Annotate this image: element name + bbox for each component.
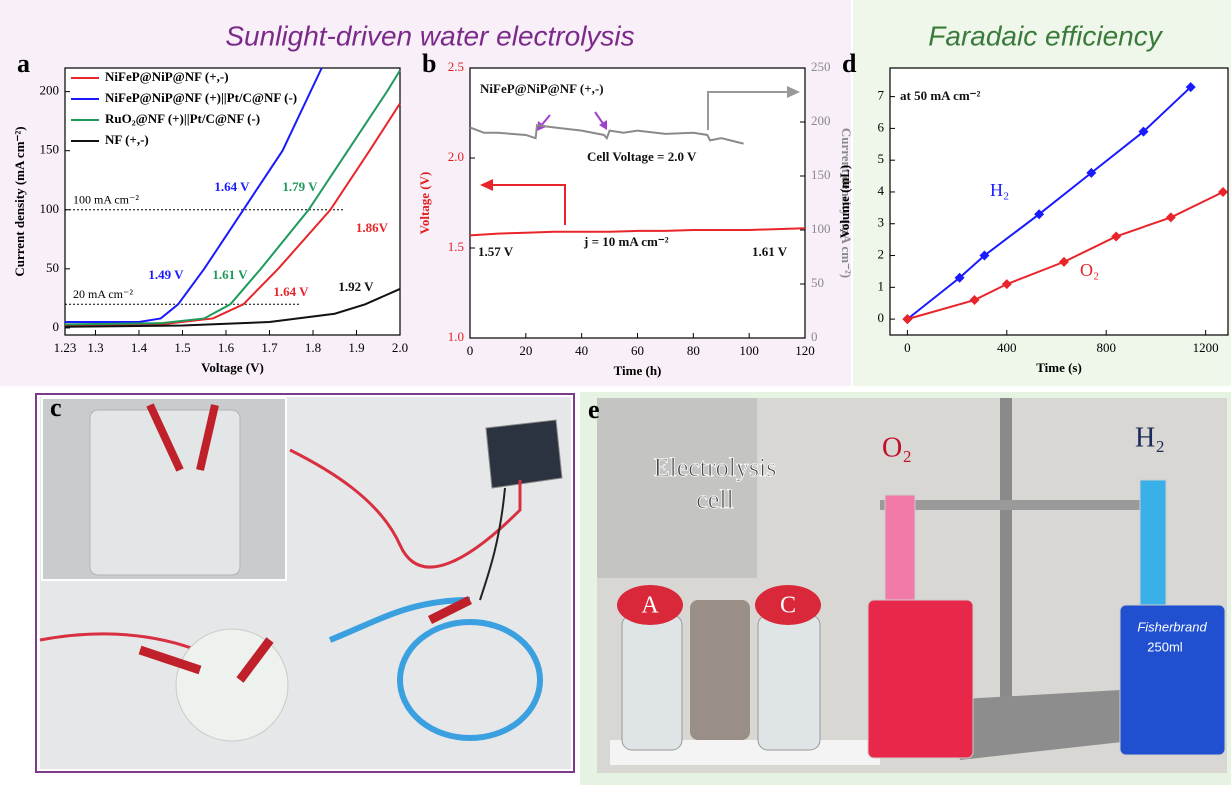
annotation: 1.57 V xyxy=(478,244,514,259)
y-tick-label: 4 xyxy=(878,183,885,198)
series-label: O₂ xyxy=(1080,260,1099,280)
y-tick-label: 50 xyxy=(46,260,59,275)
annotation: NiFeP@NiP@NF (+,-) xyxy=(480,81,604,96)
legend-label: NF (+,-) xyxy=(105,132,149,147)
bottle xyxy=(758,615,820,750)
annotation: 1.49 V xyxy=(148,267,184,282)
panel-label: c xyxy=(50,393,62,422)
y-tick-label: 100 xyxy=(40,201,60,216)
annotation: 1.86V xyxy=(356,220,389,235)
x-tick-label: 400 xyxy=(997,340,1017,355)
x-tick-label: 1.6 xyxy=(218,340,235,355)
x-tick-label: 1.4 xyxy=(131,340,148,355)
y2-tick-label: 0 xyxy=(811,329,818,344)
reference-label: 100 mA cm⁻² xyxy=(73,193,139,207)
x-axis-label: Voltage (V) xyxy=(201,360,264,375)
x-tick-label: 120 xyxy=(795,343,815,358)
y2-tick-label: 50 xyxy=(811,275,824,290)
section-title: Faradaic efficiency xyxy=(928,20,1163,51)
x-tick-label: 20 xyxy=(519,343,532,358)
x-tick-label: 1.9 xyxy=(348,340,364,355)
y-tick-label: 2.5 xyxy=(448,59,464,74)
series-label: H₂ xyxy=(990,180,1009,200)
panel-label: e xyxy=(588,395,600,424)
panel-label: d xyxy=(842,49,857,78)
cylinder xyxy=(1140,480,1166,615)
legend-label: NiFeP@NiP@NF (+)||Pt/C@NF (-) xyxy=(105,90,297,105)
y2-tick-label: 200 xyxy=(811,113,831,128)
x-tick-label: 1.23 xyxy=(54,340,77,355)
x-tick-label: 1.7 xyxy=(261,340,278,355)
plot-background xyxy=(890,68,1228,335)
cylinder xyxy=(885,495,915,610)
legend-label: NiFeP@NiP@NF (+,-) xyxy=(105,69,229,84)
y-tick-label: 0 xyxy=(53,319,60,334)
photo-label: Fisherbrand xyxy=(1137,619,1207,634)
x-tick-label: 0 xyxy=(904,340,911,355)
annotation: at 50 mA cm⁻² xyxy=(900,88,981,103)
y-tick-label: 0 xyxy=(878,310,885,325)
reference-label: 20 mA cm⁻² xyxy=(73,287,133,301)
x-tick-label: 800 xyxy=(1096,340,1116,355)
y-axis-label: Current density (mA cm⁻²) xyxy=(12,126,27,276)
x-tick-label: 80 xyxy=(687,343,700,358)
y-tick-label: 2 xyxy=(878,247,885,262)
annotation: 1.64 V xyxy=(214,179,250,194)
y-tick-label: 2.0 xyxy=(448,149,464,164)
y-tick-label: 200 xyxy=(40,83,60,98)
panel-label: a xyxy=(17,49,30,78)
solar-panel xyxy=(486,420,562,488)
y-axis-label: Volume (mL) xyxy=(837,165,852,239)
bottle xyxy=(622,615,682,750)
x-tick-label: 40 xyxy=(575,343,588,358)
y-tick-label: 7 xyxy=(878,88,885,103)
annotation: 1.64 V xyxy=(273,284,309,299)
y-tick-label: 3 xyxy=(878,215,885,230)
figure: Sunlight-driven water electrolysis Farad… xyxy=(0,0,1231,785)
stand-pole xyxy=(1000,398,1012,718)
y-tick-label: 1.5 xyxy=(448,239,464,254)
annotation: Cell Voltage = 2.0 V xyxy=(587,149,697,164)
x-axis-label: Time (h) xyxy=(614,363,662,378)
annotation: j = 10 mA cm⁻² xyxy=(583,234,669,249)
y2-tick-label: 250 xyxy=(811,59,831,74)
x-tick-label: 2.0 xyxy=(392,340,408,355)
beaker xyxy=(868,600,973,758)
photo-label: A xyxy=(641,593,659,619)
y-tick-label: 1.0 xyxy=(448,329,464,344)
photo-label: Electrolysis xyxy=(654,453,777,482)
y-axis-label: Voltage (V) xyxy=(417,172,432,235)
y-tick-label: 5 xyxy=(878,151,885,166)
panel-label: b xyxy=(422,49,436,78)
x-tick-label: 100 xyxy=(739,343,759,358)
y-tick-label: 6 xyxy=(878,119,885,134)
stand-arm xyxy=(880,500,1160,510)
y-tick-label: 150 xyxy=(40,142,60,157)
y2-tick-label: 150 xyxy=(811,167,831,182)
y-tick-label: 1 xyxy=(878,278,885,293)
x-tick-label: 1200 xyxy=(1193,340,1219,355)
plot-background xyxy=(470,68,805,338)
photo-label: C xyxy=(780,593,796,619)
photo-label: O₂ xyxy=(882,432,912,463)
y2-tick-label: 100 xyxy=(811,221,831,236)
x-tick-label: 1.8 xyxy=(305,340,321,355)
x-axis-label: Time (s) xyxy=(1036,360,1082,375)
annotation: 1.61 V xyxy=(752,244,788,259)
section-title: Sunlight-driven water electrolysis xyxy=(225,20,634,51)
x-tick-label: 60 xyxy=(631,343,644,358)
annotation: 1.61 V xyxy=(212,267,248,282)
clamp xyxy=(690,600,750,740)
x-tick-label: 1.3 xyxy=(87,340,103,355)
x-tick-label: 1.5 xyxy=(174,340,190,355)
x-tick-label: 0 xyxy=(467,343,474,358)
photo-label: cell xyxy=(696,485,734,514)
photo-label: H₂ xyxy=(1135,422,1165,453)
legend-label: RuO₂@NF (+)||Pt/C@NF (-) xyxy=(105,111,260,126)
annotation: 1.79 V xyxy=(282,179,318,194)
photo-label: 250ml xyxy=(1147,639,1183,654)
annotation: 1.92 V xyxy=(338,279,374,294)
